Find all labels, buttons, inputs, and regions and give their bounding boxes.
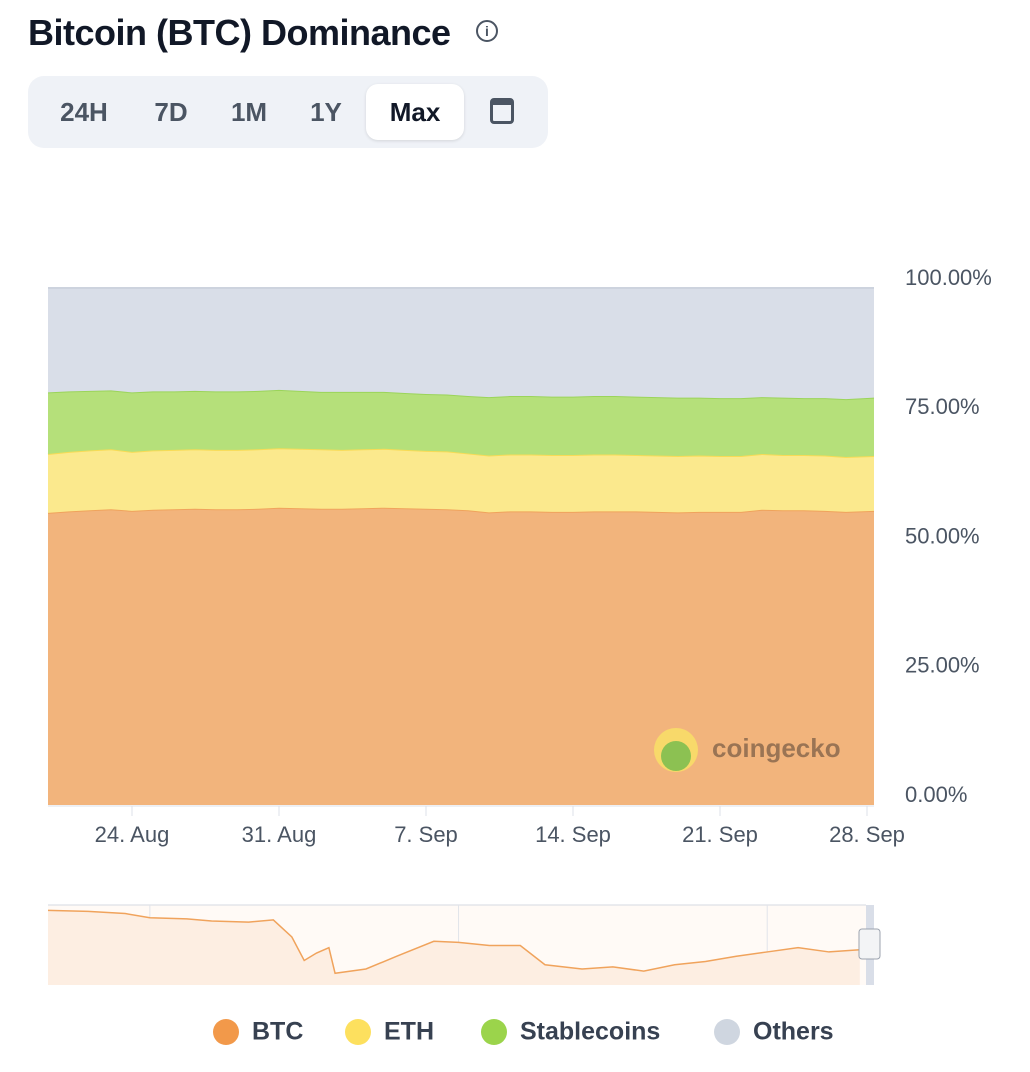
legend-label: ETH bbox=[384, 1018, 434, 1046]
area-fill bbox=[48, 389, 874, 458]
range-tab[interactable]: 24H bbox=[60, 97, 108, 127]
watermark-logo-inner bbox=[661, 741, 691, 771]
legend-dot bbox=[213, 1019, 239, 1045]
navigator-handle[interactable] bbox=[858, 928, 881, 960]
navigator-line bbox=[47, 909, 860, 975]
y-tick-label: 50.00% bbox=[905, 523, 980, 548]
range-tabs: 24H 7D 1M 1Y Max bbox=[28, 76, 548, 148]
x-tick-label: 31. Aug bbox=[242, 822, 317, 847]
legend-item[interactable]: Others bbox=[714, 1018, 834, 1046]
info-icon[interactable]: i bbox=[476, 20, 498, 42]
legend-dot bbox=[345, 1019, 371, 1045]
x-tick-label: 28. Sep bbox=[829, 822, 905, 847]
y-tick-label: 25.00% bbox=[905, 653, 980, 678]
calendar-button[interactable] bbox=[490, 98, 514, 124]
legend-item[interactable]: ETH bbox=[345, 1018, 434, 1046]
legend-dot bbox=[714, 1019, 740, 1045]
y-tick-label: 0.00% bbox=[905, 782, 967, 807]
legend-item[interactable]: BTC bbox=[213, 1018, 303, 1046]
legend-label: BTC bbox=[252, 1018, 303, 1046]
area-fill bbox=[48, 288, 874, 400]
range-tab[interactable]: Max bbox=[366, 84, 464, 140]
watermark: coingecko bbox=[712, 733, 841, 763]
x-tick-label: 24. Aug bbox=[95, 822, 170, 847]
y-tick-label: 75.00% bbox=[905, 394, 980, 419]
x-tick-label: 14. Sep bbox=[535, 822, 611, 847]
area-fill bbox=[48, 448, 874, 513]
navigator-area bbox=[48, 910, 860, 985]
legend-item[interactable]: Stablecoins bbox=[481, 1018, 660, 1046]
legend-label: Stablecoins bbox=[520, 1018, 660, 1046]
range-tab[interactable]: 1Y bbox=[310, 97, 342, 127]
range-tab[interactable]: 1M bbox=[230, 97, 268, 127]
x-tick-label: 7. Sep bbox=[394, 822, 458, 847]
x-tick-label: 21. Sep bbox=[682, 822, 758, 847]
legend-dot bbox=[481, 1019, 507, 1045]
y-tick-label: 100.00% bbox=[905, 265, 992, 290]
range-tab[interactable]: 7D bbox=[154, 97, 188, 127]
title: Bitcoin (BTC) Dominance bbox=[28, 12, 451, 53]
legend-label: Others bbox=[753, 1018, 834, 1046]
